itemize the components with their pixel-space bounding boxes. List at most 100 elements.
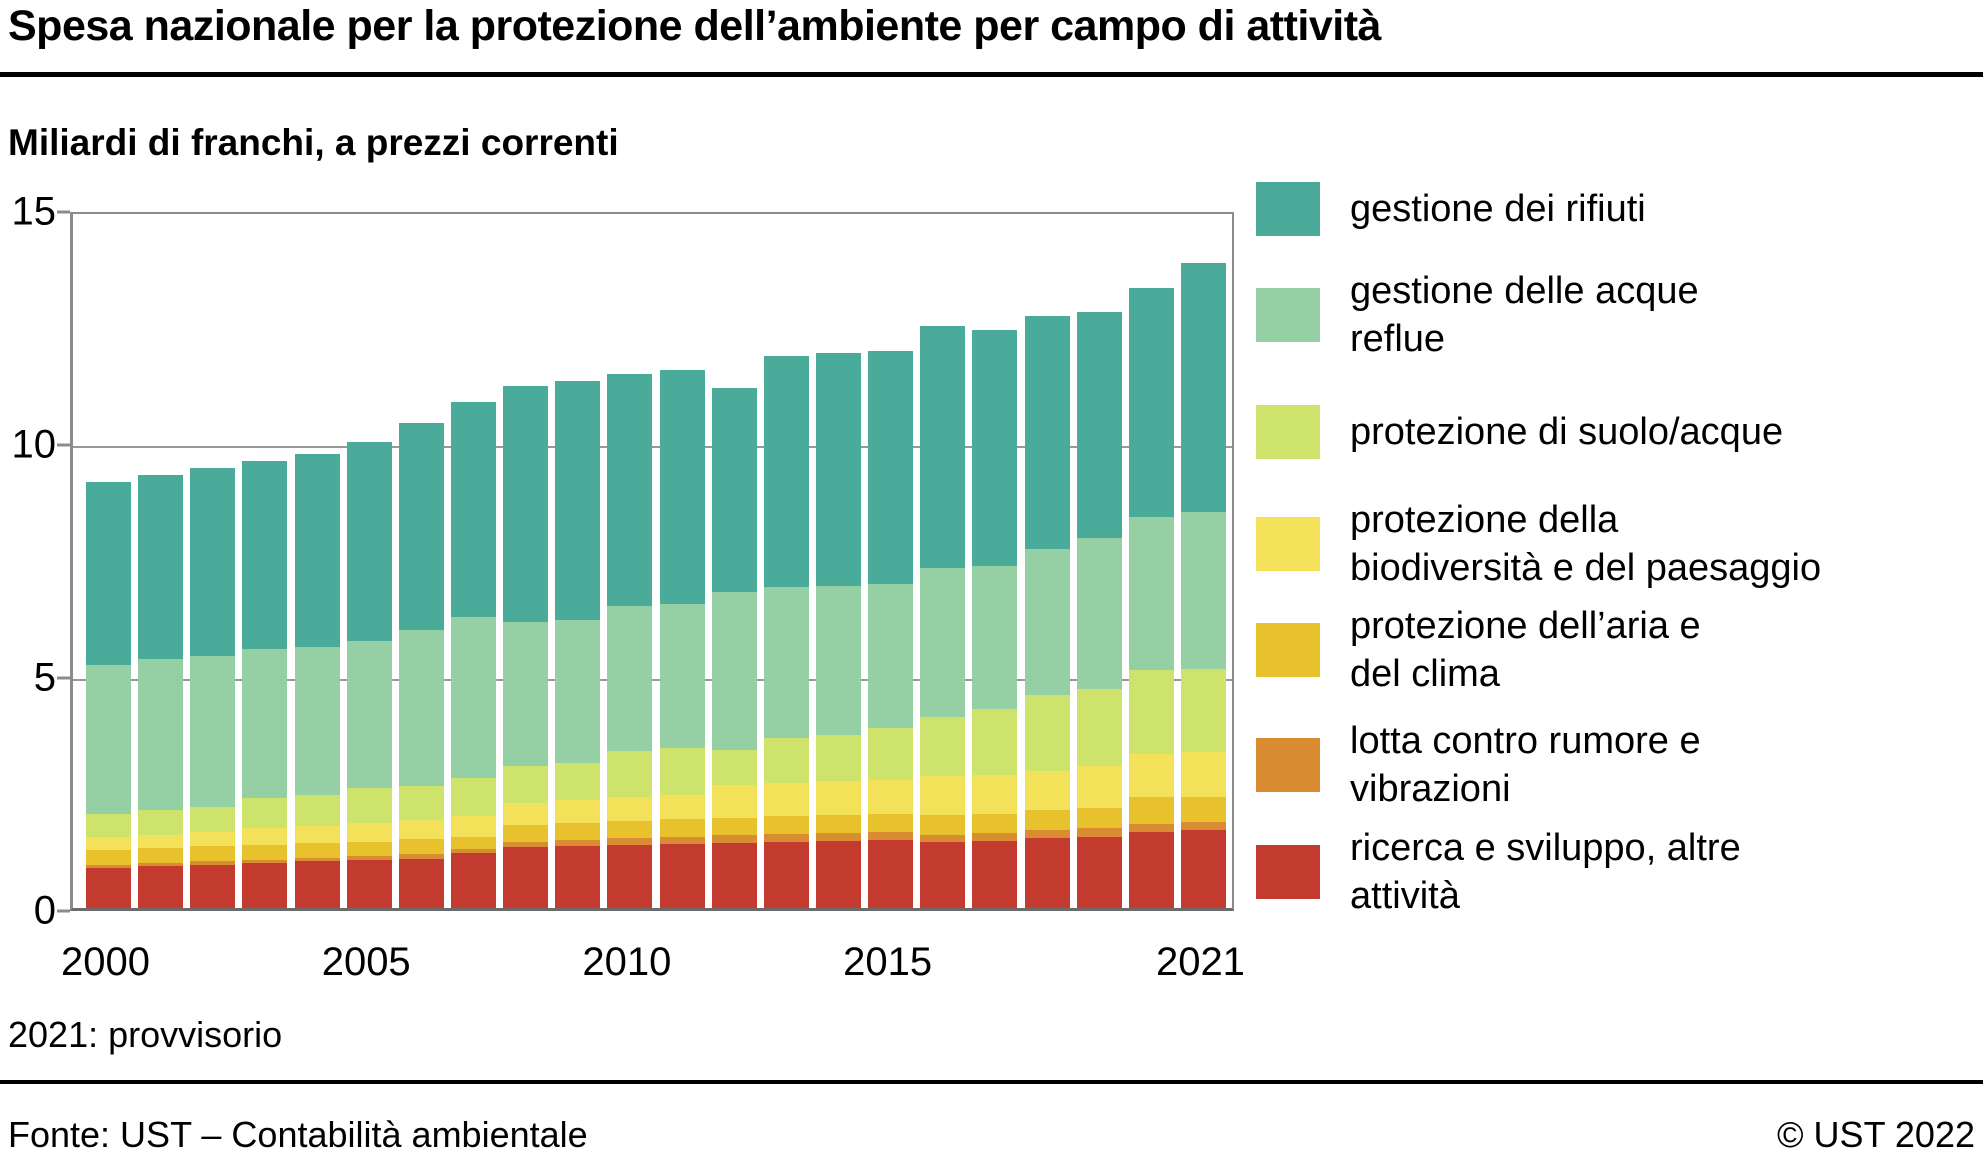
bar-2000-segment-biodiversity — [86, 836, 131, 850]
bar-2001-segment-soil_water — [138, 809, 184, 835]
bar-2019 — [1076, 311, 1122, 908]
bar-2019-segment-research — [1076, 837, 1122, 908]
bar-2016-segment-soil_water — [920, 716, 966, 777]
legend-label-soil_water: protezione di suolo/acque — [1350, 411, 1784, 453]
bar-2020-segment-noise — [1128, 823, 1174, 832]
bar-2016-segment-air_climate — [920, 814, 966, 836]
bar-2020-segment-research — [1128, 831, 1174, 908]
bar-2007 — [450, 402, 496, 908]
bar-2014-segment-biodiversity — [815, 781, 861, 815]
bar-2008-segment-noise — [503, 842, 549, 847]
legend-item-wastewater: gestione delle acque reflue — [1256, 267, 1920, 363]
y-axis-tick-5 — [57, 676, 70, 680]
x-axis-label-2021: 2021 — [1155, 940, 1245, 984]
bar-2004-segment-research — [294, 861, 340, 908]
bar-2005-segment-wastewater — [346, 640, 392, 789]
gridline-5 — [73, 679, 1232, 681]
bar-2012-segment-soil_water — [711, 750, 757, 786]
bar-2011-segment-wastewater — [659, 604, 705, 749]
bar-2017-segment-soil_water — [972, 708, 1018, 775]
bar-2010-segment-biodiversity — [607, 797, 653, 822]
bar-2006-segment-waste — [398, 423, 444, 630]
bar-2015 — [868, 351, 914, 908]
x-axis-label-2010: 2010 — [582, 940, 672, 984]
bar-2003-segment-research — [242, 862, 288, 908]
bar-2007-segment-air_climate — [450, 837, 496, 850]
bar-2005-segment-waste — [346, 442, 392, 641]
bar-2008-segment-wastewater — [503, 621, 549, 767]
bar-2017 — [972, 330, 1018, 908]
bar-2016-segment-wastewater — [920, 568, 966, 717]
bar-2019-segment-soil_water — [1076, 688, 1122, 767]
bar-2011-segment-research — [659, 843, 705, 908]
legend-swatch-air_climate — [1256, 623, 1320, 677]
bar-2021-segment-soil_water — [1180, 668, 1226, 752]
bar-2000 — [86, 481, 131, 908]
y-axis-label-15: 15 — [11, 189, 57, 234]
bar-2001-segment-research — [138, 866, 184, 908]
bar-2018-segment-research — [1024, 838, 1070, 908]
bar-2018-segment-air_climate — [1024, 809, 1070, 830]
bar-2011-segment-biodiversity — [659, 795, 705, 820]
legend-label-research: ricerca e sviluppo, altre attività — [1350, 827, 1741, 917]
title-divider — [0, 72, 1983, 77]
bar-2001-segment-biodiversity — [138, 834, 184, 849]
bar-2021-segment-biodiversity — [1180, 751, 1226, 797]
bar-2013-segment-research — [763, 841, 809, 908]
bar-2003 — [242, 460, 288, 908]
bar-2020-segment-wastewater — [1128, 516, 1174, 671]
footnote: 2021: provvisorio — [8, 1014, 283, 1055]
legend-item-noise: lotta contro rumore e vibrazioni — [1256, 717, 1920, 813]
legend-swatch-wastewater — [1256, 288, 1320, 342]
bar-2015-segment-waste — [868, 351, 914, 585]
bar-2003-segment-soil_water — [242, 797, 288, 829]
bar-2013-segment-air_climate — [763, 816, 809, 834]
bar-2019-segment-waste — [1076, 311, 1122, 538]
bar-2011-segment-air_climate — [659, 819, 705, 838]
bar-2007-segment-soil_water — [450, 777, 496, 817]
bar-2021-segment-air_climate — [1180, 796, 1226, 823]
bar-2012-segment-wastewater — [711, 591, 757, 751]
bar-2002-segment-soil_water — [190, 806, 236, 832]
legend-swatch-research — [1256, 845, 1320, 899]
bar-2008-segment-air_climate — [503, 824, 549, 843]
legend-swatch-noise — [1256, 738, 1320, 792]
legend-swatch-waste — [1256, 182, 1320, 236]
bar-2014-segment-noise — [815, 832, 861, 841]
bar-2004-segment-biodiversity — [294, 825, 340, 844]
legend-label-biodiversity: protezione della biodiversità e del paes… — [1350, 499, 1822, 589]
page-title: Spesa nazionale per la protezione dell’a… — [8, 2, 1381, 50]
bar-2016-segment-research — [920, 841, 966, 908]
y-axis-tick-15 — [57, 210, 70, 214]
bar-2018-segment-soil_water — [1024, 695, 1070, 771]
bar-2015-segment-noise — [868, 832, 914, 841]
bar-2020-segment-biodiversity — [1128, 753, 1174, 798]
bar-2018 — [1024, 316, 1070, 908]
bar-2020-segment-soil_water — [1128, 670, 1174, 754]
bar-2001-segment-noise — [138, 862, 184, 867]
source-text: Fonte: UST – Contabilità ambientale — [8, 1114, 588, 1155]
bar-2012-segment-biodiversity — [711, 785, 757, 819]
bar-2009-segment-soil_water — [555, 763, 601, 800]
legend-item-air_climate: protezione dell’aria e del clima — [1256, 602, 1920, 698]
bar-2000-segment-waste — [86, 481, 131, 666]
bar-2003-segment-noise — [242, 859, 288, 863]
bar-2004-segment-waste — [294, 453, 340, 647]
bar-2015-segment-research — [868, 840, 914, 908]
bar-2017-segment-noise — [972, 833, 1018, 841]
bar-2015-segment-air_climate — [868, 813, 914, 833]
bar-2021-segment-waste — [1180, 262, 1226, 512]
bar-2021 — [1180, 262, 1226, 908]
bar-2011-segment-soil_water — [659, 748, 705, 796]
x-axis-label-2015: 2015 — [843, 940, 933, 984]
y-axis-label-0: 0 — [33, 888, 56, 933]
bar-2012 — [711, 388, 757, 908]
bar-2005-segment-biodiversity — [346, 823, 392, 842]
legend-label-air_climate: protezione dell’aria e del clima — [1350, 605, 1701, 695]
bar-2009 — [555, 381, 601, 908]
bar-2000-segment-soil_water — [86, 814, 131, 837]
legend-label-waste: gestione dei rifiuti — [1350, 188, 1646, 230]
bar-2014-segment-wastewater — [815, 585, 861, 735]
bar-2020 — [1128, 288, 1174, 908]
bar-2003-segment-wastewater — [242, 649, 288, 798]
